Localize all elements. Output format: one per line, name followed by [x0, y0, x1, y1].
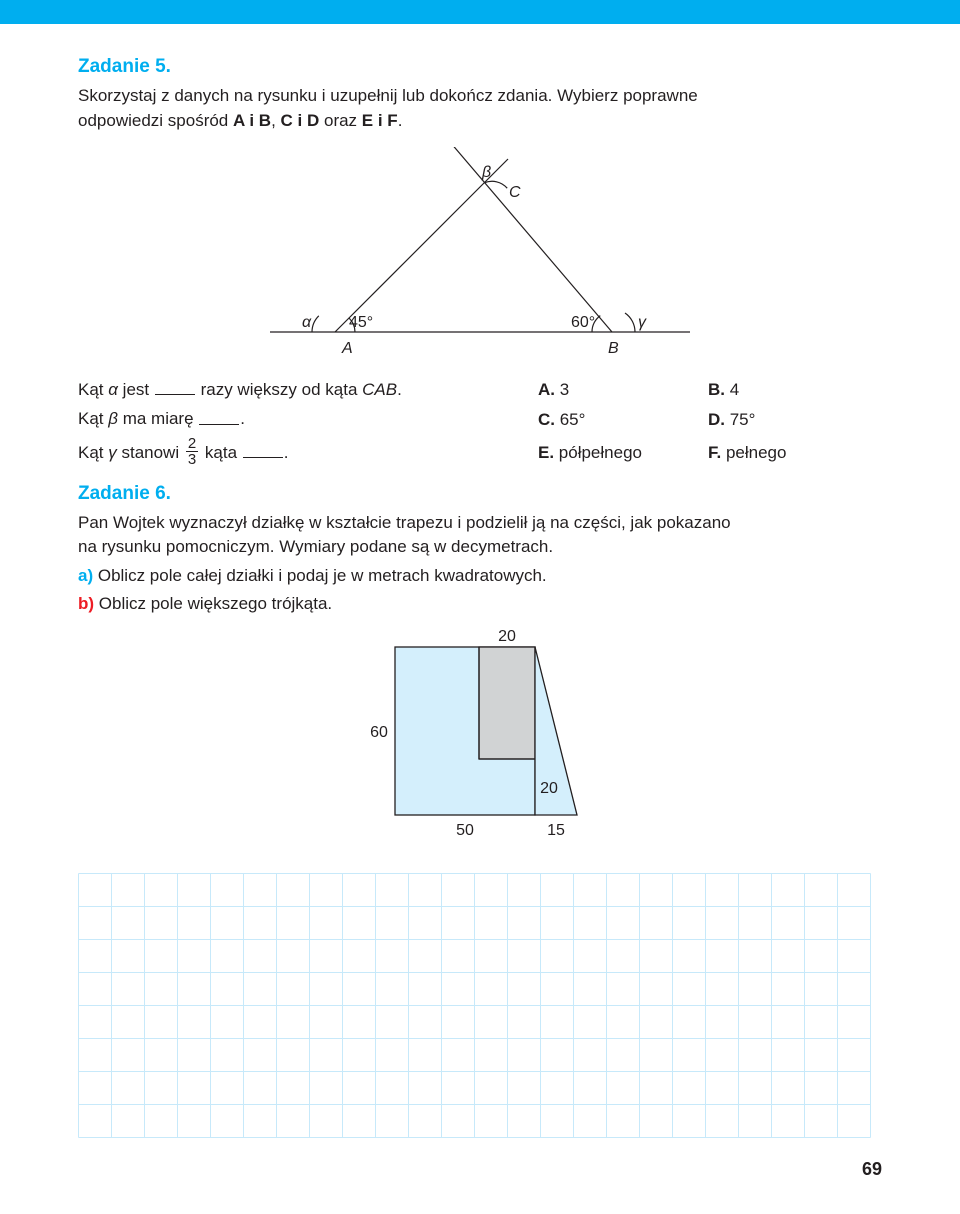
dim-bl: 50: [456, 822, 474, 839]
grid-svg: [78, 873, 882, 1139]
opt-val: 65°: [555, 410, 585, 429]
label-60: 60°: [571, 314, 595, 331]
label-A: A: [341, 340, 353, 357]
task5-title: Zadanie 5.: [78, 56, 882, 78]
text: oraz: [319, 111, 362, 130]
answer-row: Kąt β ma miarę . C. 65° D. 75°: [78, 408, 882, 429]
text: Kąt: [78, 410, 108, 429]
text: razy większy od kąta: [196, 380, 362, 399]
label-C: C: [509, 184, 521, 201]
bold: E i F: [362, 111, 398, 130]
denominator: 3: [186, 452, 198, 467]
task6-b: b) Oblicz pole większego trójkąta.: [78, 592, 882, 617]
bold: A i B: [233, 111, 271, 130]
text: kąta: [200, 443, 242, 462]
opt-letter: E.: [538, 443, 554, 462]
task5-answers: Kąt α jest razy większy od kąta CAB. A. …: [78, 379, 882, 468]
task5-text: Skorzystaj z danych na rysunku i uzupełn…: [78, 84, 882, 133]
opt-letter: F.: [708, 443, 721, 462]
label-gamma: γ: [638, 314, 647, 331]
dim-inner: 20: [540, 780, 558, 797]
text: odpowiedzi spośród: [78, 111, 233, 130]
var: α: [108, 380, 118, 399]
dim-top: 20: [498, 628, 516, 645]
dim-br: 15: [547, 822, 565, 839]
option-c: C. 65°: [538, 410, 708, 430]
sub-letter-b: b): [78, 594, 94, 613]
text: Kąt: [78, 380, 108, 399]
opt-val: pełnego: [721, 443, 786, 462]
answer-row: Kąt γ stanowi 23 kąta . E. półpełnego F.…: [78, 438, 882, 469]
answer-grid[interactable]: [78, 873, 882, 1144]
opt-letter: D.: [708, 410, 725, 429]
blank-line[interactable]: [243, 441, 283, 457]
text: .: [398, 111, 403, 130]
label-B: B: [608, 340, 619, 357]
var: γ: [108, 443, 117, 462]
trapezoid-svg: 20 60 20 50 15: [335, 627, 625, 867]
top-accent-bar: [0, 0, 960, 24]
text: Oblicz pole całej działki i podaj je w m…: [93, 566, 547, 585]
option-a: A. 3: [538, 380, 708, 400]
blank-line[interactable]: [155, 379, 195, 395]
ital: CAB: [362, 380, 397, 399]
opt-letter: C.: [538, 410, 555, 429]
text: .: [284, 443, 289, 462]
label-45: 45°: [349, 314, 373, 331]
task-5: Zadanie 5. Skorzystaj z danych na rysunk…: [78, 56, 882, 469]
numerator: 2: [186, 436, 198, 452]
blank-line[interactable]: [199, 408, 239, 424]
option-b: B. 4: [708, 380, 739, 400]
var: β: [108, 410, 118, 429]
answer-row: Kąt α jest razy większy od kąta CAB. A. …: [78, 379, 882, 400]
label-beta: β: [481, 164, 491, 181]
task6-figure: 20 60 20 50 15: [78, 627, 882, 867]
text: Pan Wojtek wyznaczył działkę w kształcie…: [78, 513, 731, 532]
sub-letter-a: a): [78, 566, 93, 585]
opt-val: 4: [725, 380, 739, 399]
task6-a: a) Oblicz pole całej działki i podaj je …: [78, 564, 882, 589]
option-f: F. pełnego: [708, 443, 786, 463]
text: Kąt: [78, 443, 108, 462]
angle-diagram-svg: α 45° 60° γ β C A B: [250, 147, 710, 365]
opt-letter: B.: [708, 380, 725, 399]
text: Skorzystaj z danych na rysunku i uzupełn…: [78, 86, 698, 105]
stem: Kąt α jest razy większy od kąta CAB.: [78, 379, 538, 400]
label-alpha: α: [302, 314, 312, 331]
task6-title: Zadanie 6.: [78, 483, 882, 505]
page-number: 69: [862, 1159, 882, 1180]
opt-val: półpełnego: [554, 443, 642, 462]
text: stanowi: [117, 443, 184, 462]
stem: Kąt γ stanowi 23 kąta .: [78, 438, 538, 469]
bold: C i D: [281, 111, 320, 130]
text: jest: [118, 380, 154, 399]
dim-left: 60: [370, 724, 388, 741]
page-content: Zadanie 5. Skorzystaj z danych na rysunk…: [0, 24, 960, 1144]
text: .: [397, 380, 402, 399]
task5-diagram: α 45° 60° γ β C A B: [78, 147, 882, 365]
text: .: [240, 410, 245, 429]
text: na rysunku pomocniczym. Wymiary podane s…: [78, 537, 553, 556]
task6-text: Pan Wojtek wyznaczył działkę w kształcie…: [78, 511, 882, 560]
text: ,: [271, 111, 280, 130]
task-6: Zadanie 6. Pan Wojtek wyznaczył działkę …: [78, 483, 882, 1145]
option-e: E. półpełnego: [538, 443, 708, 463]
fraction: 23: [186, 436, 198, 467]
option-d: D. 75°: [708, 410, 755, 430]
text: ma miarę: [118, 410, 198, 429]
opt-val: 75°: [725, 410, 755, 429]
opt-val: 3: [555, 380, 569, 399]
text: Oblicz pole większego trójkąta.: [94, 594, 332, 613]
stem: Kąt β ma miarę .: [78, 408, 538, 429]
opt-letter: A.: [538, 380, 555, 399]
